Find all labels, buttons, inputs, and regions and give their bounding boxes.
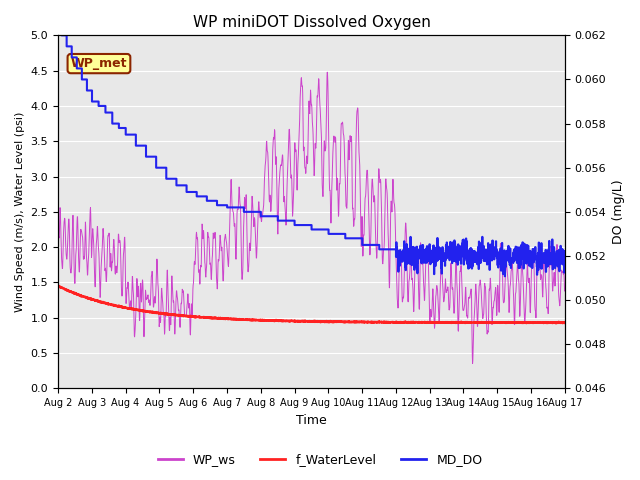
Legend: WP_ws, f_WaterLevel, MD_DO: WP_ws, f_WaterLevel, MD_DO: [152, 448, 488, 471]
Text: WP_met: WP_met: [70, 57, 127, 70]
Y-axis label: Wind Speed (m/s), Water Level (psi): Wind Speed (m/s), Water Level (psi): [15, 112, 25, 312]
X-axis label: Time: Time: [296, 414, 327, 427]
Y-axis label: DO (mg/L): DO (mg/L): [612, 180, 625, 244]
Title: WP miniDOT Dissolved Oxygen: WP miniDOT Dissolved Oxygen: [193, 15, 430, 30]
